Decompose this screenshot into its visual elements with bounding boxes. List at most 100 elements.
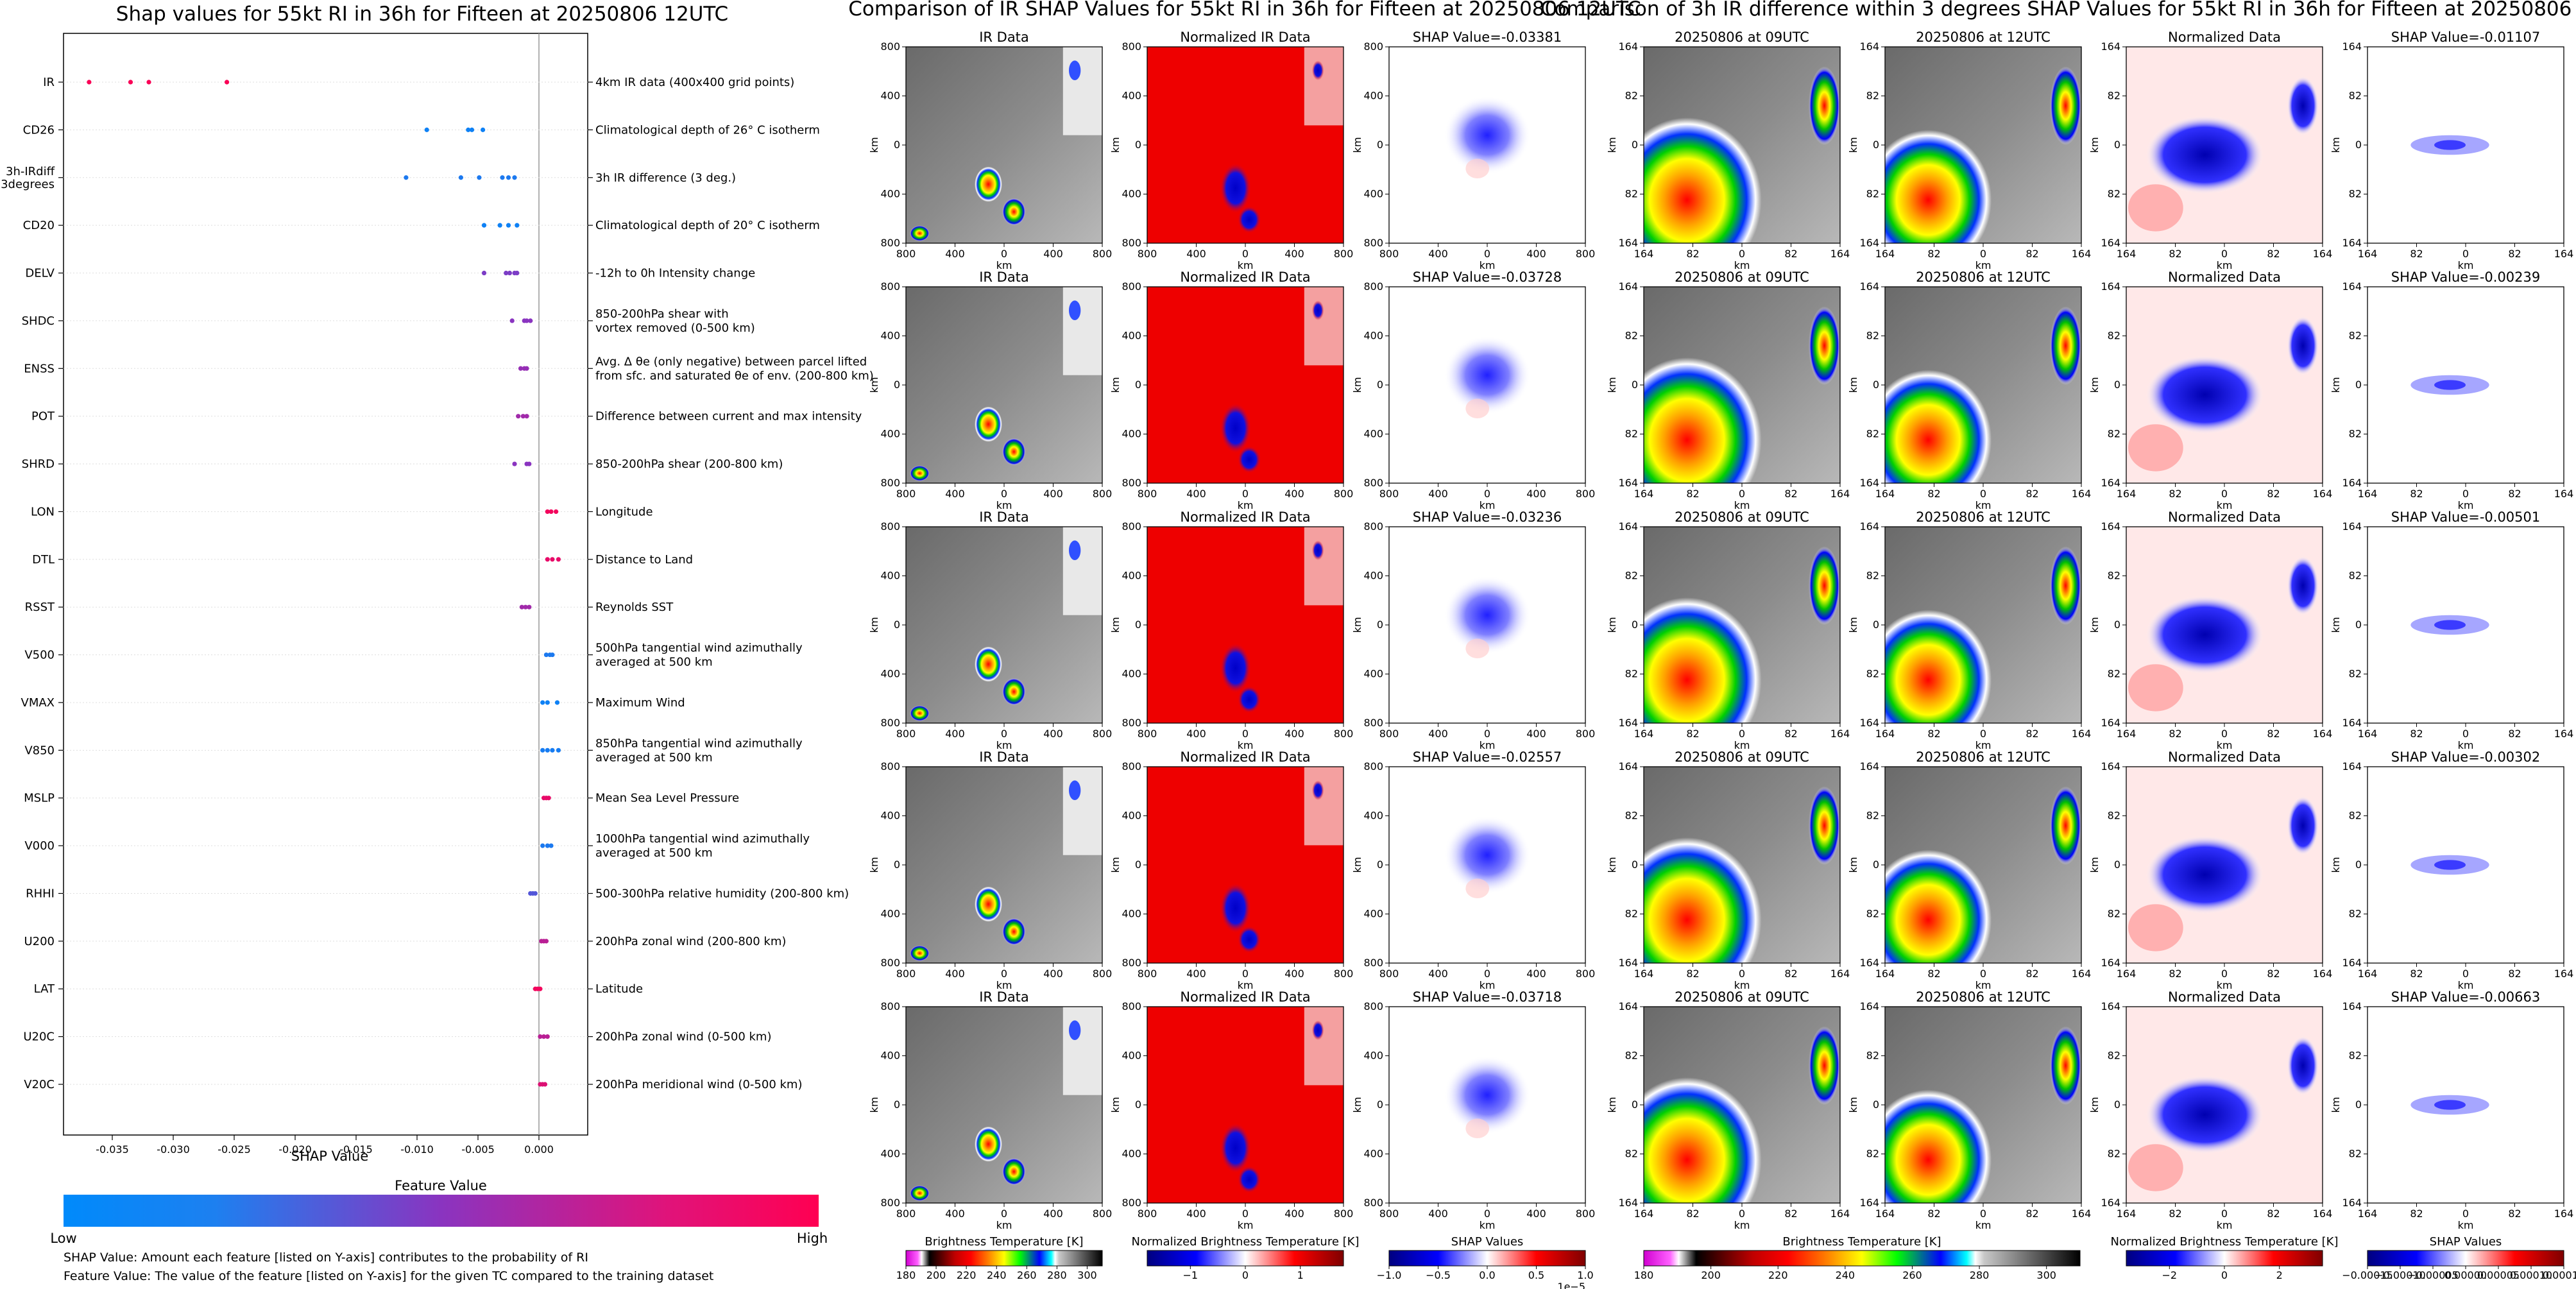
shap-point: [545, 557, 550, 562]
y-tick-label: 82: [1625, 668, 1638, 680]
y-tick-label: 164: [2101, 760, 2120, 773]
x-tick-label: 800: [1138, 1208, 1157, 1220]
x-tick-label: 800: [1334, 728, 1354, 740]
x-tick-label: 82: [2508, 1208, 2521, 1220]
x-tick-label: 164: [1634, 1208, 1654, 1220]
shap-point: [477, 175, 482, 180]
panel-image: [2367, 287, 2564, 483]
x-tick-label: 82: [1927, 488, 1940, 500]
colorbar-tick-label: 180: [896, 1269, 916, 1281]
x-tick-label: 800: [1379, 1208, 1399, 1220]
y-tick-label: 800: [1363, 1197, 1383, 1209]
panel-image: [1885, 47, 2081, 243]
colorbar-tick-label: 2: [2276, 1269, 2283, 1281]
colorbar-label: Normalized Brightness Temperature [K]: [1132, 1235, 1360, 1249]
y-tick-label: 164: [2101, 237, 2120, 249]
y-tick-label: 0: [1377, 379, 1383, 391]
y-tick-label: 400: [1122, 90, 1141, 102]
y-tick-label: 82: [2349, 810, 2362, 822]
x-tick-label: 0: [1980, 248, 1986, 260]
x-tick-label: 400: [1284, 968, 1304, 980]
y-tick-label: 400: [1122, 428, 1141, 440]
x-tick-label: 800: [1379, 248, 1399, 260]
feature-row: SHDC 850-200hPa shear with vortex removed …: [22, 307, 755, 335]
y-tick-label: 164: [2342, 237, 2362, 249]
x-tick-label: 164: [2117, 968, 2137, 980]
panel-title: Normalized Data: [2168, 30, 2281, 45]
y-tick-label: 0: [1632, 858, 1638, 871]
x-tick-label: 82: [1686, 968, 1699, 980]
y-tick-label: 82: [2108, 1148, 2120, 1160]
shap-point: [527, 461, 532, 466]
panel-image: [2126, 47, 2323, 243]
shap-point: [512, 461, 517, 466]
shap-point: [540, 747, 545, 753]
shap-point: [481, 270, 487, 276]
y-tick-label: 0: [2114, 858, 2120, 871]
y-tick-label: 0: [1377, 1098, 1383, 1111]
y-tick-label: 164: [1618, 717, 1638, 729]
colorbar-tick-label: 1: [1297, 1269, 1304, 1281]
x-tick-label: -0.005: [461, 1143, 495, 1156]
x-tick-label: 400: [1043, 968, 1063, 980]
x-tick-label: 164: [2313, 968, 2333, 980]
x-axis-label: km: [1734, 979, 1750, 991]
x-tick-label: 800: [896, 728, 916, 740]
panel-image: [1147, 527, 1343, 723]
y-tick-label: 800: [1122, 1000, 1141, 1012]
shap-point: [128, 80, 133, 85]
x-tick-label: 82: [2026, 488, 2038, 500]
feature-name: ENSS: [24, 362, 55, 375]
image-panel: 20250806 at 12UTC1641648282008282164164k…: [1847, 509, 2091, 751]
y-tick-label: 82: [2349, 330, 2362, 342]
panel-image: [1147, 1007, 1343, 1203]
y-tick-label: 82: [1866, 570, 1879, 582]
shap-point: [516, 414, 521, 419]
feature-row: CD26 Climatological depth of 26° C isothe…: [23, 123, 820, 137]
colorbar-tick-label: −0.00015: [2342, 1269, 2393, 1281]
colorbar-tick-label: 1.0: [1577, 1269, 1593, 1281]
y-tick-label: 400: [880, 810, 900, 822]
colorbar-tick-label: 0.0: [1479, 1269, 1495, 1281]
colorbar-gradient: [64, 1195, 819, 1227]
y-axis-label: km: [1606, 857, 1618, 873]
y-tick-label: 82: [2349, 1050, 2362, 1062]
x-tick-label: 164: [2554, 1208, 2574, 1220]
y-axis-label: km: [1847, 377, 1859, 393]
x-tick-label: 164: [2358, 248, 2378, 260]
panel-image: [1389, 47, 1585, 243]
x-tick-label: 164: [2554, 488, 2574, 500]
x-tick-label: 0: [1739, 488, 1745, 500]
y-tick-label: 82: [1866, 330, 1879, 342]
feature-name: U20C: [23, 1030, 55, 1044]
y-tick-label: 800: [1122, 760, 1141, 773]
x-tick-label: 0: [1980, 488, 1986, 500]
x-tick-label: 400: [945, 1208, 965, 1220]
x-tick-label: 400: [1186, 248, 1206, 260]
x-tick-label: 164: [1830, 488, 1850, 500]
x-tick-label: 0: [1739, 248, 1745, 260]
panel-image: [906, 527, 1102, 723]
y-tick-label: 82: [2108, 330, 2120, 342]
x-tick-label: 82: [2026, 728, 2038, 740]
x-tick-label: 0: [1484, 728, 1490, 740]
panel-title: SHAP Value=-0.03381: [1413, 30, 1562, 45]
x-axis-label: km: [1734, 259, 1750, 271]
colorbar-low-label: Low: [50, 1231, 76, 1246]
image-panel: Normalized IR Data8008004004000040040080…: [1109, 749, 1353, 991]
image-panel: Normalized IR Data8008004004000040040080…: [1109, 30, 1353, 271]
y-tick-label: 164: [1859, 1197, 1879, 1209]
panel-image: [2126, 767, 2323, 963]
x-tick-label: 82: [1784, 728, 1797, 740]
x-tick-label: 400: [1428, 728, 1448, 740]
panel-title: 20250806 at 09UTC: [1675, 509, 1809, 525]
x-tick-label: 0: [1980, 728, 1986, 740]
panel-image: [1644, 767, 1840, 963]
feature-description: Climatological depth of 20° C isotherm: [595, 219, 820, 232]
x-tick-label: 164: [1875, 248, 1895, 260]
x-tick-label: 0: [1242, 728, 1249, 740]
x-tick-label: 0: [1739, 968, 1745, 980]
shap-point: [542, 1034, 547, 1039]
y-tick-label: 82: [1866, 908, 1879, 920]
